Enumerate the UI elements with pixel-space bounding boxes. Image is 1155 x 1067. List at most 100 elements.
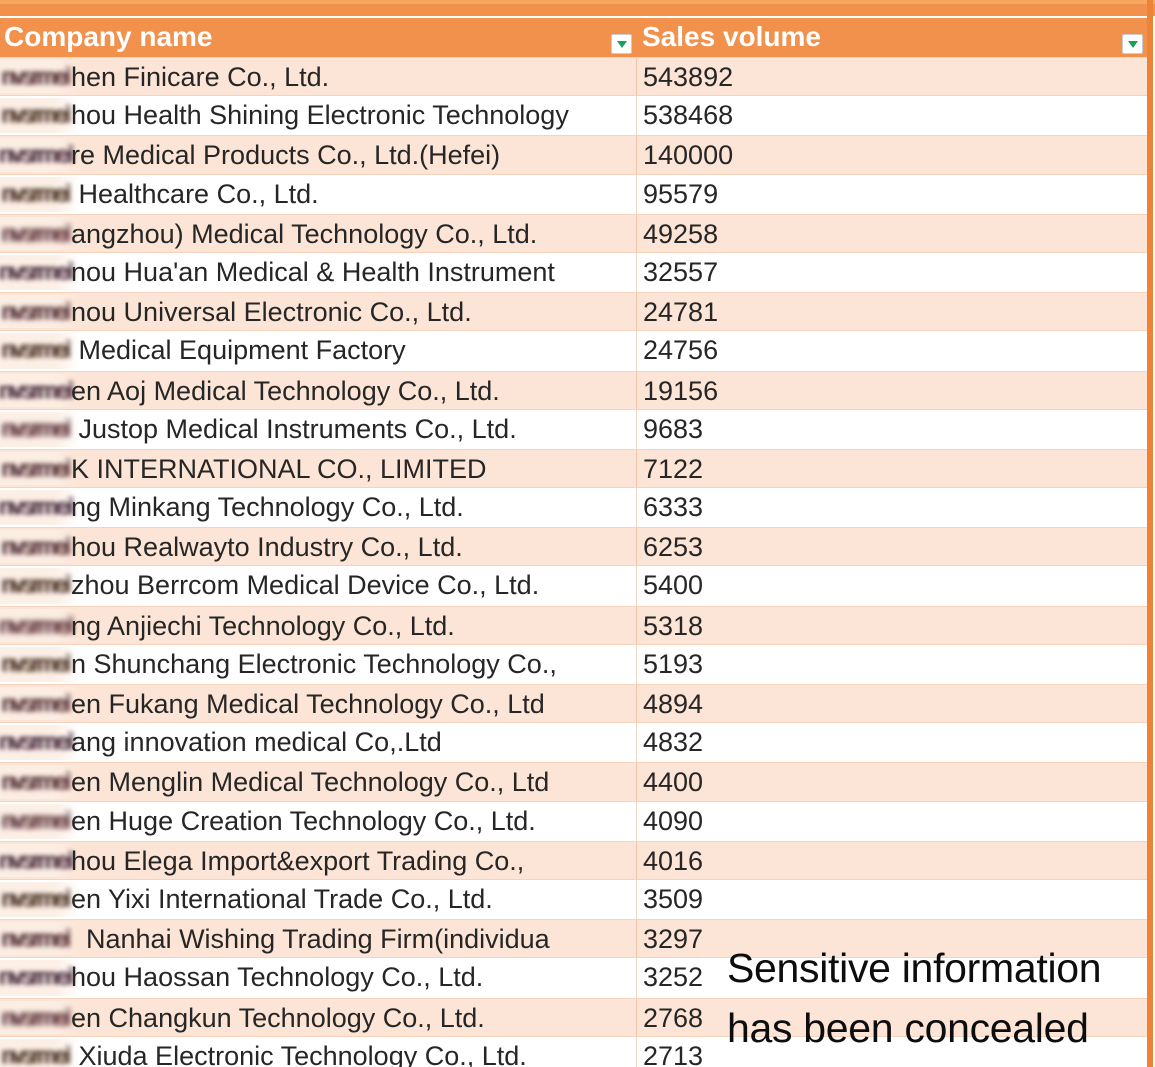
sales-cell[interactable]: 4832 [637,723,1147,762]
company-cell[interactable]: nvsrmeib hou Realwayto Industry Co., Ltd… [0,528,637,566]
company-name-text: en Fukang Medical Technology Co., Ltd [71,689,545,719]
company-cell[interactable]: nvsrmeib re Medical Products Co., Ltd.(H… [0,136,637,174]
company-cell[interactable]: nvsrmeib zhou Berrcom Medical Device Co.… [0,566,637,606]
sales-cell[interactable]: 32557 [637,253,1147,292]
table-row: nvsrmeib en Aoj Medical Technology Co., … [0,370,1147,410]
sales-cell[interactable]: 9683 [637,410,1147,449]
sales-cell[interactable]: 538468 [637,96,1147,135]
company-cell[interactable]: nvsrmeib en Fukang Medical Technology Co… [0,685,637,723]
sales-cell[interactable]: 4016 [637,842,1147,879]
redacted-smudge: nvsrmeib [2,533,70,560]
table-row: nvsrmeib Healthcare Co., Ltd. 95579 [0,174,1147,214]
company-cell[interactable]: nvsrmeib nou Hua'an Medical & Health Ins… [0,252,637,293]
redacted-smudge: nvsrmeib [0,257,73,284]
sales-cell[interactable]: 4090 [637,802,1147,841]
sales-value-text: 6253 [643,532,704,563]
redacted-smudge: nvsrmeib [0,611,73,638]
sales-cell[interactable]: 5318 [637,607,1147,644]
table-row: nvsrmeib nou Universal Electronic Co., L… [0,292,1147,332]
redacted-smudge: nvsrmeib [2,571,70,598]
sales-value-text: 4894 [643,689,704,719]
sales-value-text: 140000 [643,140,734,171]
sales-value-text: 3252 [643,962,704,993]
company-filter-dropdown-button[interactable] [611,34,632,54]
redacted-smudge: nvsrmeib [2,1003,70,1030]
company-cell[interactable]: nvsrmeib K INTERNATIONAL CO., LIMITED [0,449,637,488]
company-cell[interactable]: nvsrmeib Xiuda Electronic Technology Co.… [0,1036,637,1067]
company-cell[interactable]: nvsrmeib hou Health Shining Electronic T… [0,96,637,136]
sales-cell[interactable]: 5400 [637,566,1147,605]
company-cell[interactable]: nvsrmeib Justop Medical Instruments Co.,… [0,409,637,449]
company-name-text: Nanhai Wishing Trading Firm(individua [71,924,550,955]
sales-cell[interactable]: 3252 [637,958,1147,997]
sales-cell[interactable]: 95579 [637,175,1147,214]
sales-value-text: 2768 [643,1002,704,1033]
company-cell[interactable]: nvsrmeib en Changkun Technology Co., Ltd… [0,998,637,1036]
company-name-text: ng Minkang Technology Co., Ltd. [71,492,464,523]
company-cell[interactable]: nvsrmeib hou Haossan Technology Co., Ltd… [0,958,637,998]
sales-value-text: 2713 [643,1040,704,1067]
company-cell[interactable]: nvsrmeib ng Anjiechi Technology Co., Ltd… [0,606,637,644]
company-cell[interactable]: nvsrmeib Medical Equipment Factory [0,331,637,371]
table-row: nvsrmeib nou Hua'an Medical & Health Ins… [0,252,1147,293]
column-header-sales-volume[interactable]: Sales volume [636,18,1147,57]
sales-cell[interactable]: 2768 [637,999,1147,1036]
company-cell[interactable]: nvsrmeib en Aoj Medical Technology Co., … [0,371,637,409]
sales-cell[interactable]: 543892 [637,58,1147,95]
company-cell[interactable]: nvsrmeib hou Elega Import&export Trading… [0,841,637,879]
redacted-smudge: nvsrmeib [2,336,70,363]
sales-cell[interactable]: 5193 [637,645,1147,684]
table-rows: nvsrmeib hen Finicare Co., Ltd. 543892 n… [0,57,1147,1067]
sales-value-text: 5400 [643,570,704,601]
sales-value-text: 4400 [643,767,704,798]
company-cell[interactable]: nvsrmeib angzhou) Medical Technology Co.… [0,214,637,252]
company-cell[interactable]: nvsrmeib ng Minkang Technology Co., Ltd. [0,488,637,528]
sales-cell[interactable]: 4400 [637,763,1147,800]
company-cell[interactable]: nvsrmeib Nanhai Wishing Trading Firm(ind… [0,920,637,958]
sales-value-text: 7122 [643,453,704,484]
company-cell[interactable]: nvsrmeib nou Universal Electronic Co., L… [0,293,637,331]
column-header-company[interactable]: Company name [0,18,636,57]
sales-cell[interactable]: 140000 [637,136,1147,173]
sales-cell[interactable]: 24756 [637,331,1147,370]
company-cell[interactable]: nvsrmeib Healthcare Co., Ltd. [0,174,637,214]
table-row: nvsrmeib Nanhai Wishing Trading Firm(ind… [0,919,1147,959]
company-cell[interactable]: nvsrmeib hen Finicare Co., Ltd. [0,58,637,96]
sales-value-text: 4832 [643,727,704,758]
sales-value-text: 32557 [643,256,719,287]
sales-cell[interactable]: 2713 [637,1037,1147,1067]
company-name-text: angzhou) Medical Technology Co., Ltd. [71,218,538,249]
company-cell[interactable]: nvsrmeib en Huge Creation Technology Co.… [0,801,637,841]
table-row: nvsrmeib en Fukang Medical Technology Co… [0,684,1147,724]
company-name-text: zhou Berrcom Medical Device Co., Ltd. [71,570,540,601]
company-cell[interactable]: nvsrmeib en Menglin Medical Technology C… [0,763,637,801]
table-row: nvsrmeib Medical Equipment Factory 24756 [0,331,1147,371]
table-row: nvsrmeib en Changkun Technology Co., Ltd… [0,997,1147,1037]
sales-cell[interactable]: 3297 [637,920,1147,957]
sales-filter-dropdown-button[interactable] [1122,34,1143,54]
redacted-smudge: nvsrmeib [0,376,73,403]
sales-cell[interactable]: 24781 [637,293,1147,330]
company-name-text: ang innovation medical Co,.Ltd [71,727,442,758]
company-name-text: hou Elega Import&export Trading Co., [71,845,525,876]
concealed-notice-line2: has been concealed [727,1005,1089,1051]
table-row: nvsrmeib hen Finicare Co., Ltd. 543892 [0,57,1147,97]
sales-cell[interactable]: 3509 [637,880,1147,919]
company-cell[interactable]: nvsrmeib ang innovation medical Co,.Ltd [0,723,637,763]
table-row: nvsrmeib ng Minkang Technology Co., Ltd.… [0,488,1147,528]
sales-cell[interactable]: 7122 [637,450,1147,487]
company-cell[interactable]: nvsrmeib en Yixi International Trade Co.… [0,879,637,920]
sales-value-text: 5318 [643,610,704,641]
company-name-text: nou Universal Electronic Co., Ltd. [71,297,472,328]
company-name-text: hou Health Shining Electronic Technology [71,100,569,131]
company-name-text: Justop Medical Instruments Co., Ltd. [71,413,517,444]
sales-cell[interactable]: 49258 [637,215,1147,252]
sales-cell[interactable]: 4894 [637,685,1147,722]
sales-value-text: 24756 [643,335,719,366]
company-cell[interactable]: nvsrmeib n Shunchang Electronic Technolo… [0,644,637,684]
redacted-smudge: nvsrmeib [0,728,73,755]
sales-cell[interactable]: 6253 [637,528,1147,565]
sales-cell[interactable]: 19156 [637,372,1147,409]
sales-cell[interactable]: 6333 [637,488,1147,527]
sales-value-text: 19156 [643,375,719,406]
